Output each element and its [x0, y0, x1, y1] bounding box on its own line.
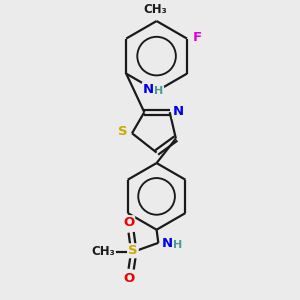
Text: S: S: [118, 125, 127, 138]
Text: CH₃: CH₃: [91, 245, 115, 258]
Text: CH₃: CH₃: [144, 3, 168, 16]
Text: N: N: [161, 237, 173, 250]
Text: S: S: [128, 244, 138, 257]
Text: H: H: [154, 86, 164, 96]
Text: O: O: [123, 272, 134, 285]
Text: N: N: [143, 83, 154, 96]
Text: H: H: [173, 240, 182, 250]
Text: F: F: [193, 31, 202, 44]
Text: N: N: [173, 105, 184, 118]
Text: O: O: [123, 216, 134, 229]
